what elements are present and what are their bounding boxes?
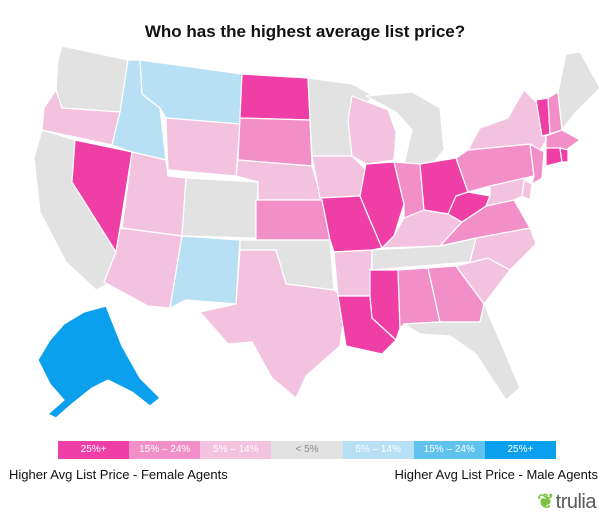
state-ks xyxy=(255,199,331,241)
state-fl xyxy=(403,303,521,401)
state-ar xyxy=(333,249,373,297)
state-wi xyxy=(347,95,397,165)
brand-logo: ❦ trulia xyxy=(537,489,596,514)
state-ma xyxy=(545,129,581,151)
leaf-icon: ❦ xyxy=(537,491,554,513)
state-nm xyxy=(169,235,241,309)
legend-item: < 5% xyxy=(271,441,343,459)
state-wa xyxy=(55,45,129,113)
legend-item: 25%+ xyxy=(484,441,556,459)
legend: 25%+ 15% – 24% 5% – 14% < 5% 5% – 14% 15… xyxy=(58,441,556,459)
state-nj xyxy=(529,143,545,185)
state-sd xyxy=(237,117,313,167)
brand-name: trulia xyxy=(555,491,597,513)
state-md xyxy=(485,175,535,207)
legend-item: 25%+ xyxy=(58,441,130,459)
state-ct xyxy=(545,147,563,167)
legend-item: 15% – 24% xyxy=(413,441,485,459)
state-ri xyxy=(559,147,569,163)
map-title: Who has the highest average list price? xyxy=(144,22,466,41)
state-nd xyxy=(239,73,311,121)
state-ak xyxy=(37,305,161,419)
legend-item: 5% – 14% xyxy=(200,441,272,459)
caption-female-agents: Higher Avg List Price - Female Agents xyxy=(9,467,228,482)
legend-item: 5% – 14% xyxy=(342,441,414,459)
state-tx xyxy=(199,249,347,399)
state-me xyxy=(557,51,601,131)
caption-male-agents: Higher Avg List Price - Male Agents xyxy=(394,467,598,482)
state-co xyxy=(181,177,259,239)
state-ia xyxy=(311,155,367,199)
state-wy xyxy=(165,117,241,177)
legend-item: 15% – 24% xyxy=(129,441,201,459)
